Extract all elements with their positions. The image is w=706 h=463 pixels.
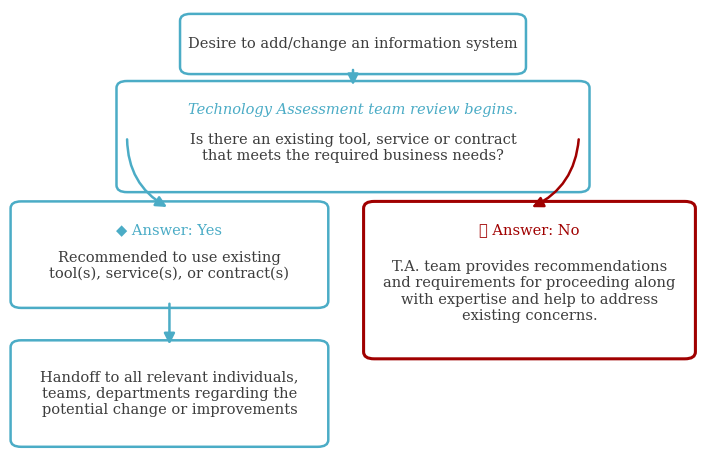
- Text: Is there an existing tool, service or contract
that meets the required business : Is there an existing tool, service or co…: [190, 133, 516, 163]
- Text: ◆ Answer: Yes: ◆ Answer: Yes: [116, 224, 222, 238]
- FancyBboxPatch shape: [11, 340, 328, 447]
- Text: Handoff to all relevant individuals,
teams, departments regarding the
potential : Handoff to all relevant individuals, tea…: [40, 370, 299, 417]
- FancyBboxPatch shape: [116, 81, 590, 192]
- Text: Recommended to use existing
tool(s), service(s), or contract(s): Recommended to use existing tool(s), ser…: [49, 250, 289, 281]
- FancyBboxPatch shape: [11, 201, 328, 308]
- Text: Desire to add/change an information system: Desire to add/change an information syst…: [189, 37, 517, 51]
- Text: Technology Assessment team review begins.: Technology Assessment team review begins…: [188, 103, 518, 117]
- Text: ❖ Answer: No: ❖ Answer: No: [479, 224, 580, 238]
- Text: T.A. team provides recommendations
and requirements for proceeding along
with ex: T.A. team provides recommendations and r…: [383, 260, 676, 323]
- FancyBboxPatch shape: [364, 201, 695, 359]
- FancyBboxPatch shape: [180, 14, 526, 74]
